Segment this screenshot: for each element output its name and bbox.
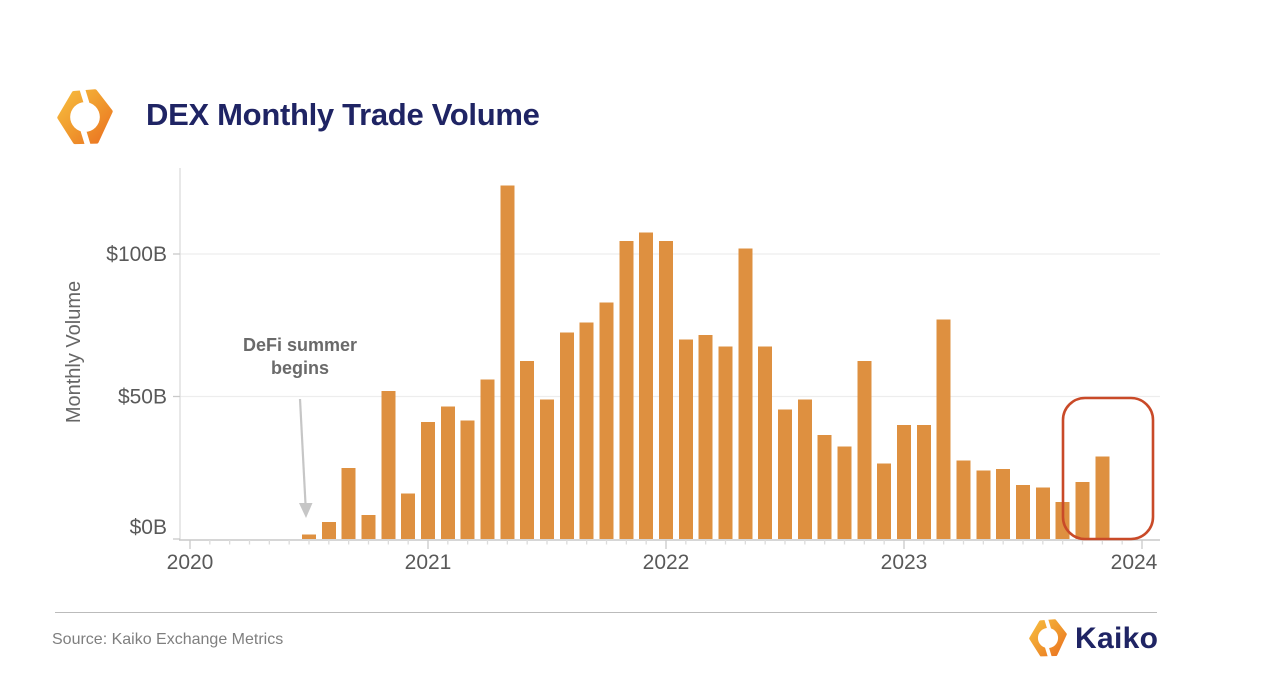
kaiko-logo-icon [1029, 619, 1067, 657]
svg-text:2024: 2024 [1111, 551, 1158, 574]
chart-header: DEX Monthly Trade Volume [0, 0, 1264, 160]
svg-text:$100B: $100B [106, 243, 167, 266]
svg-text:Monthly Volume: Monthly Volume [63, 281, 85, 423]
footer-divider [55, 612, 1157, 613]
page-title: DEX Monthly Trade Volume [146, 97, 540, 132]
annotation-line2: begins [270, 358, 329, 379]
svg-text:2022: 2022 [643, 551, 690, 574]
dex-monthly-volume-bar-chart: $0B $50B $100B Monthly Volume 2020 2021 2022 20… [63, 168, 1160, 574]
annotation-line1: DeFi summer [242, 335, 358, 355]
svg-text:2023: 2023 [881, 551, 928, 574]
svg-text:2020: 2020 [167, 551, 214, 574]
kaiko-wordmark: Kaiko [1075, 622, 1159, 655]
svg-text:$0B: $0B [130, 516, 167, 539]
svg-text:$50B: $50B [118, 386, 167, 409]
source-caption: Source: Kaiko Exchange Metrics [52, 631, 284, 648]
svg-text:2021: 2021 [405, 551, 452, 574]
defi-summer-annotation: DeFi summer begins [218, 334, 382, 380]
